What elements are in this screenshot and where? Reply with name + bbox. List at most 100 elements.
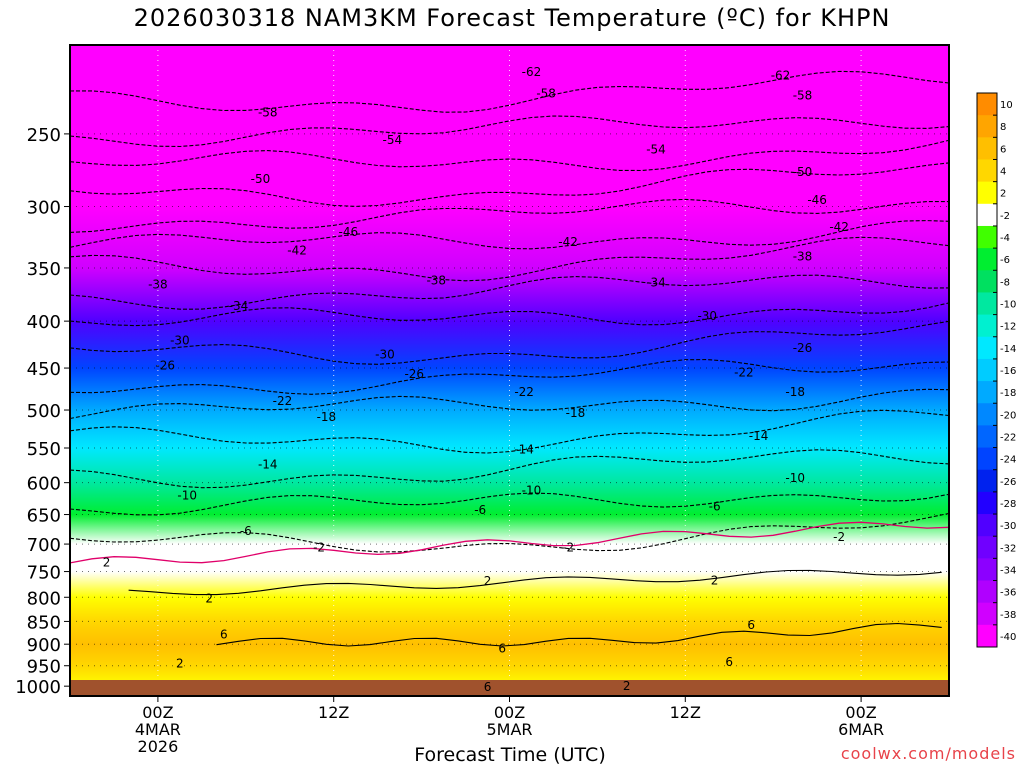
contour-label-text: -2 <box>313 540 325 554</box>
colorbar-swatch <box>977 358 997 382</box>
x-tick-label: 4MAR <box>135 720 181 739</box>
contour-label: -58 <box>536 87 556 101</box>
contour-line-6 <box>216 622 942 647</box>
contour-label-text: 2 <box>623 679 631 693</box>
contour-label: -50 <box>251 172 271 186</box>
contour-label: -26 <box>155 358 175 372</box>
contour-label: -22 <box>273 394 293 408</box>
contour-label-text: -14 <box>749 429 769 443</box>
colorbar-swatch <box>977 270 997 293</box>
y-tick-label: 300 <box>27 198 61 219</box>
contour-label-text: 2 <box>711 573 719 587</box>
colorbar-label: -10 <box>1000 300 1016 311</box>
colorbar-swatch <box>977 447 997 471</box>
contour-label-text: -26 <box>793 341 813 355</box>
contour-label-text: -18 <box>785 385 805 399</box>
y-tick-label: 1000 <box>15 677 61 698</box>
x-tick-label: 00Z <box>142 703 173 722</box>
contour-label-text: -10 <box>177 489 197 503</box>
x-tick-label: 12Z <box>670 703 701 722</box>
contour-label: -26 <box>404 367 424 381</box>
contour-label: 6 <box>747 618 755 632</box>
colorbar-label: 2 <box>1000 189 1006 200</box>
contour-label: 2 <box>103 555 111 569</box>
colorbar-swatch <box>977 624 997 648</box>
x-tick-label: 6MAR <box>838 720 884 739</box>
contour-label: -42 <box>287 243 307 257</box>
contour-label-text: 6 <box>498 642 506 656</box>
contour-label-text: -54 <box>646 143 666 157</box>
contour-line--38 <box>70 236 949 282</box>
contour-label: -2 <box>833 530 845 544</box>
colorbar-label: -24 <box>1000 455 1016 466</box>
colorbar-label: -30 <box>1000 521 1016 532</box>
contour-label: -30 <box>697 309 717 323</box>
contour-label: 6 <box>220 627 228 641</box>
contour-label: 2 <box>711 573 719 587</box>
contour-label: -34 <box>229 299 249 313</box>
contour-label: 6 <box>498 642 506 656</box>
contour-label: -54 <box>382 133 402 147</box>
colorbar-swatch <box>977 602 997 626</box>
contour-label: -2 <box>562 540 574 554</box>
y-tick-label: 700 <box>27 535 61 556</box>
contour-line--50 <box>70 162 949 207</box>
contour-label: -14 <box>258 457 278 471</box>
contour-label-text: 2 <box>484 574 492 588</box>
contour-label: -22 <box>514 385 534 399</box>
y-tick-label: 950 <box>27 657 61 678</box>
contour-line--46 <box>70 198 949 233</box>
contour-label-text: -62 <box>771 69 791 83</box>
contour-label: -38 <box>793 249 813 263</box>
contour-label-text: -26 <box>404 367 424 381</box>
colorbar-swatch <box>977 403 997 426</box>
contour-label: -6 <box>709 500 721 514</box>
colorbar-swatch <box>977 336 997 360</box>
colorbar-label: -16 <box>1000 366 1016 377</box>
colorbar-label: -36 <box>1000 588 1016 599</box>
colorbar-label: -34 <box>1000 565 1016 576</box>
contour-label-text: -6 <box>240 524 252 538</box>
contour-label: -10 <box>785 471 805 485</box>
colorbar-label: -14 <box>1000 344 1016 355</box>
credit-link[interactable]: coolwx.com/models <box>840 744 1016 763</box>
contour-label-text: -22 <box>734 365 754 379</box>
y-tick-label: 350 <box>27 259 61 280</box>
contour-label: 6 <box>725 655 733 669</box>
contour-label: -30 <box>375 348 395 362</box>
contour-label: -10 <box>522 484 542 498</box>
contour-label: -14 <box>749 429 769 443</box>
colorbar-label: -32 <box>1000 543 1016 554</box>
y-tick-label: 250 <box>27 125 61 146</box>
contour-label-text: -18 <box>317 410 337 424</box>
colorbar-swatch <box>977 248 997 271</box>
contour-label-text: -22 <box>273 394 293 408</box>
contour-line--42 <box>70 220 949 250</box>
contour-label: -58 <box>793 88 813 102</box>
contour-label-text: 6 <box>747 618 755 632</box>
x-tick-label: 00Z <box>494 703 525 722</box>
colorbar-label: -20 <box>1000 410 1016 421</box>
contour-label-text: -42 <box>287 243 307 257</box>
contour-label: -18 <box>317 410 337 424</box>
colorbar-frame <box>976 92 998 648</box>
y-tick-label: 800 <box>27 588 61 609</box>
colorbar-swatch <box>977 181 997 205</box>
colorbar-label: -28 <box>1000 499 1016 510</box>
contour-label-text: -10 <box>785 471 805 485</box>
contour-label: -38 <box>148 278 168 292</box>
colorbar-swatch <box>977 203 997 227</box>
y-tick-label: 400 <box>27 312 61 333</box>
contour-label: -22 <box>734 365 754 379</box>
contour-label-text: -18 <box>566 406 586 420</box>
colorbar-swatch <box>977 225 997 249</box>
colorbar-label: -12 <box>1000 322 1016 333</box>
contour-line--18 <box>70 388 949 420</box>
contour-line--14 <box>70 409 949 454</box>
contour-label: -18 <box>785 385 805 399</box>
contour-label: -58 <box>258 106 278 120</box>
contour-label-text: -42 <box>829 220 849 234</box>
contour-line--58 <box>70 115 949 148</box>
y-tick-label: 450 <box>27 359 61 380</box>
terrain-ground <box>70 680 949 696</box>
